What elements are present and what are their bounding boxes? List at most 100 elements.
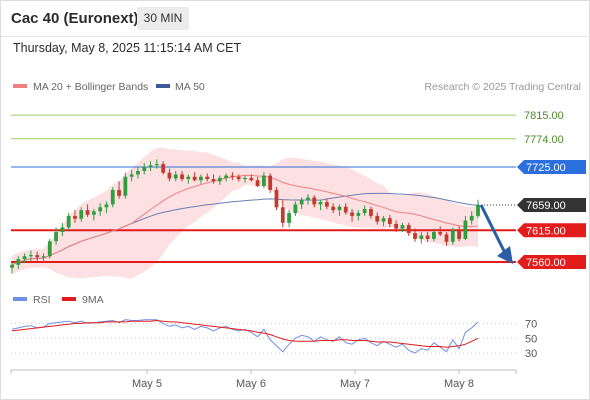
rsi-tick-70: 70 (525, 318, 537, 330)
candle-body (211, 179, 216, 182)
candle-body (136, 171, 140, 175)
candle-body (450, 230, 455, 242)
title-bar: Cac 40 (Euronext) 30 MIN (0, 0, 588, 37)
candle-body (167, 172, 172, 179)
rsi-tick-30: 30 (525, 348, 537, 360)
candlesticks (10, 159, 480, 274)
candle-body (419, 235, 424, 239)
rsi-tick-50: 50 (525, 333, 537, 345)
candle-body (274, 190, 279, 208)
candle-body (299, 199, 304, 205)
level-tag-7815.00: 7815.00 (524, 110, 564, 122)
candle-body (217, 177, 222, 182)
ma20-line (11, 174, 479, 266)
candle-body (73, 215, 77, 219)
candle-body (293, 204, 298, 214)
candle-body (236, 176, 241, 180)
candle-body (35, 255, 40, 258)
candle-body (255, 180, 260, 186)
instrument-title: Cac 40 (Euronext) (11, 10, 139, 27)
candle-body (98, 207, 103, 212)
level-lines (11, 114, 516, 263)
candle-body (268, 175, 273, 190)
candle-body (306, 197, 310, 200)
candle-body (180, 174, 184, 180)
candle-body (243, 177, 247, 180)
level-tag-7560.00-bg (517, 254, 586, 269)
candle-body (350, 212, 354, 216)
level-tags: 7815.00 7774.00 7725.00 7659.00 7615.00 7560.… (478, 110, 586, 269)
level-tag-7774.00: 7774.00 (524, 134, 564, 146)
candle-body (457, 230, 461, 239)
candle-body (432, 232, 436, 239)
rsi-grid: 70 50 30 (11, 318, 537, 360)
candle-body (469, 215, 474, 221)
datetime-label: Thursday, May 8, 2025 11:15:14 AM CET (13, 41, 242, 55)
timeframe-badge[interactable]: 30 MIN (137, 7, 189, 30)
candle-body (205, 176, 210, 180)
candle-body (91, 211, 96, 215)
moving-averages (11, 174, 479, 266)
candle-body (262, 175, 266, 186)
ma50-legend-swatch (156, 84, 170, 88)
candle-body (287, 213, 291, 223)
candle-body (60, 227, 65, 233)
candle-body (148, 165, 153, 167)
rsi-ma-legend-label: 9MA (82, 294, 104, 306)
rsi-ma-line (11, 319, 479, 348)
level-tag-7560.00: 7560.00 (526, 257, 566, 269)
candle-body (312, 197, 317, 205)
candle-body (438, 232, 443, 235)
candle-body (173, 174, 178, 179)
candle-body (186, 176, 191, 180)
candle-body (425, 235, 430, 239)
candle-body (444, 234, 449, 242)
forecast-arrow-head (497, 245, 513, 264)
level-tag-7725.00-bg (517, 159, 586, 174)
candle-body (463, 220, 468, 239)
bollinger-bands (12, 147, 478, 279)
x-tick-label: May 8 (444, 378, 474, 390)
ma20-legend-swatch (13, 84, 27, 88)
candle-body (10, 264, 14, 268)
forecast-arrow (479, 204, 513, 264)
candle-body (324, 202, 329, 207)
candle-body (85, 210, 90, 215)
candle-body (343, 206, 348, 213)
candle-body (230, 175, 235, 177)
x-tick-label: May 5 (132, 378, 162, 390)
candle-body (22, 256, 27, 260)
candle-body (154, 164, 159, 166)
x-axis: May 5 May 6 May 7 May 8 (10, 370, 517, 390)
candle-body (41, 256, 46, 258)
forecast-arrow-shaft (479, 204, 507, 254)
candle-body (16, 259, 21, 265)
candle-body (129, 174, 134, 177)
candle-body (375, 215, 380, 222)
ma20-legend-label: MA 20 + Bollinger Bands (33, 81, 148, 93)
candle-body (47, 241, 52, 257)
credit-label: Research © 2025 Trading Central (424, 81, 581, 93)
candle-body (280, 207, 285, 223)
candle-body (387, 218, 392, 224)
candle-body (362, 209, 367, 214)
candle-body (400, 225, 405, 229)
level-tag-7615.00: 7615.00 (526, 225, 566, 237)
candle-body (249, 177, 254, 181)
candle-body (117, 190, 121, 196)
level-tag-7659.00: 7659.00 (526, 200, 566, 212)
level-tag-7615.00-bg (517, 223, 586, 238)
candle-body (406, 225, 411, 234)
candle-body (161, 164, 166, 173)
level-tag-7659.00-bg (517, 197, 586, 212)
x-tick-label: May 7 (340, 378, 370, 390)
candle-body (123, 176, 128, 196)
candle-body (54, 232, 58, 242)
candle-body (476, 204, 480, 216)
candle-body (356, 213, 361, 216)
candle-body (142, 166, 147, 171)
rsi-line (11, 319, 479, 354)
ma50-legend-label: MA 50 (175, 81, 205, 93)
candle-body (369, 209, 373, 216)
